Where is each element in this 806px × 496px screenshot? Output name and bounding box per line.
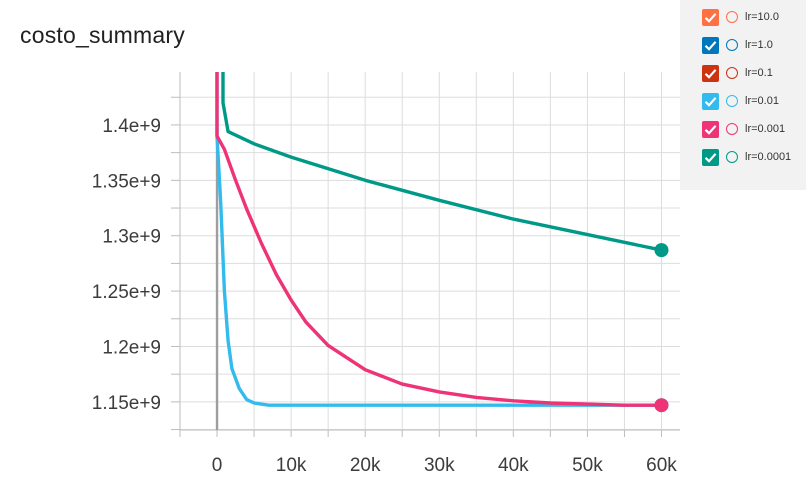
check-icon: [704, 124, 717, 135]
legend-checkbox[interactable]: [702, 36, 719, 54]
check-icon: [704, 12, 717, 23]
series-lines: [215, 72, 669, 413]
axes: [171, 72, 680, 437]
legend-item[interactable]: lr=1.0: [702, 35, 773, 55]
legend-label: lr=10.0: [745, 11, 779, 23]
legend-item[interactable]: lr=0.0001: [702, 147, 791, 167]
y-tick-label: 1.2e+9: [102, 337, 161, 358]
x-tick-label: 50k: [572, 455, 603, 476]
legend-color-icon: [726, 11, 738, 23]
chart-title: costo_summary: [20, 22, 185, 48]
y-tick-label: 1.35e+9: [92, 171, 161, 192]
check-icon: [704, 152, 717, 163]
legend-checkbox[interactable]: [702, 64, 719, 82]
x-tick-label: 10k: [276, 455, 307, 476]
series-line-lr=0.0001: [221, 72, 664, 252]
legend-checkbox[interactable]: [702, 8, 719, 26]
x-tick-label: 30k: [424, 455, 455, 476]
x-tick-label: 60k: [646, 455, 677, 476]
legend-checkbox[interactable]: [702, 148, 719, 166]
x-tick-label: 0: [212, 455, 223, 476]
y-tick-label: 1.25e+9: [92, 282, 161, 303]
legend-label: lr=0.0001: [745, 151, 792, 163]
check-icon: [704, 68, 717, 79]
legend-panel: lr=10.0 lr=1.0 lr=0.1 lr=0.01 lr=0.001 lr=0.0…: [680, 0, 806, 190]
legend-label: lr=0.001: [745, 123, 786, 135]
series-line-lr=0.001: [215, 72, 664, 407]
series-endpoint-lr=0.001: [654, 398, 669, 413]
y-tick-label: 1.4e+9: [102, 116, 161, 137]
legend-label: lr=1.0: [745, 39, 773, 51]
legend-item[interactable]: lr=10.0: [702, 7, 779, 27]
legend-color-icon: [726, 95, 738, 107]
legend-item[interactable]: lr=0.1: [702, 63, 773, 83]
legend-color-icon: [726, 39, 738, 51]
series-endpoint-lr=0.0001: [654, 243, 669, 258]
legend-item[interactable]: lr=0.001: [702, 119, 785, 139]
y-tick-label: 1.15e+9: [92, 393, 161, 414]
legend-checkbox[interactable]: [702, 92, 719, 110]
tick-labels: 0 10k 20k 30k 40k 50k 60k 1.15e+9 1.2e+9 1.25e+9 1…: [92, 116, 678, 476]
check-icon: [704, 40, 717, 51]
y-tick-label: 1.3e+9: [102, 227, 161, 248]
x-tick-label: 20k: [350, 455, 381, 476]
legend-checkbox[interactable]: [702, 120, 719, 138]
legend-label: lr=0.1: [745, 67, 773, 79]
legend-item[interactable]: lr=0.01: [702, 91, 779, 111]
legend-label: lr=0.01: [745, 95, 779, 107]
legend-color-icon: [726, 67, 738, 79]
legend-color-icon: [726, 123, 738, 135]
x-tick-label: 40k: [498, 455, 529, 476]
grid: [179, 72, 680, 431]
legend-color-icon: [726, 151, 738, 163]
check-icon: [704, 96, 717, 107]
series-line-lr=0.01: [215, 72, 664, 407]
